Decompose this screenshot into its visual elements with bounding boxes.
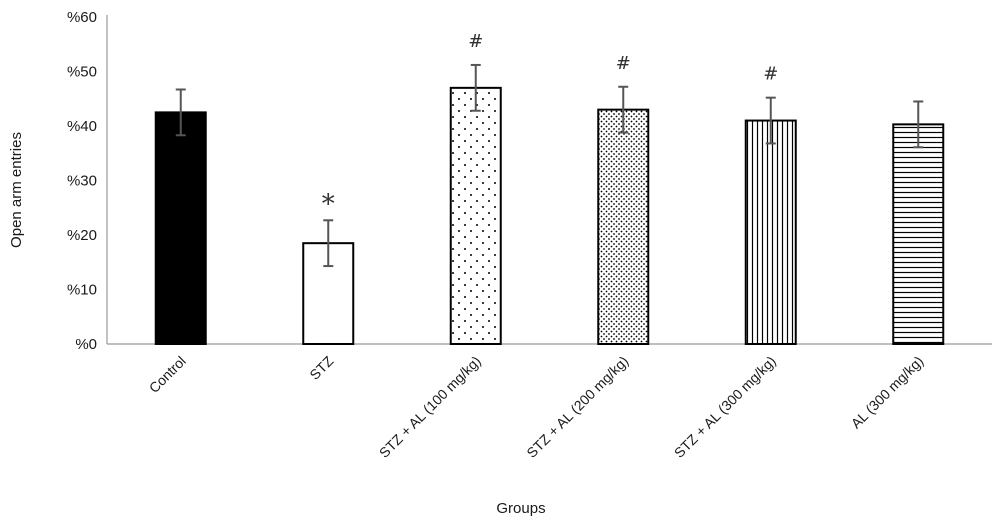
y-tick-label: %50 — [67, 64, 97, 81]
y-tick-label: %30 — [67, 173, 97, 190]
error-bar — [470, 63, 481, 112]
bar-stz-al-100-mg-kg — [449, 86, 502, 345]
error-bar — [765, 96, 776, 145]
y-tick-label: %0 — [75, 336, 97, 353]
significance-mark: # — [616, 53, 631, 74]
significance-mark: * — [322, 189, 335, 219]
category-label: Control — [146, 353, 189, 396]
y-tick-label: %40 — [67, 118, 97, 135]
axes — [106, 15, 992, 345]
category-label: STZ + AL (300 mg/kg) — [671, 353, 779, 461]
error-bars — [175, 63, 924, 268]
bar-al-300-mg-kg — [892, 123, 945, 345]
y-tick-label: %10 — [67, 282, 97, 299]
bars — [154, 86, 945, 346]
bar-stz-al-200-mg-kg — [597, 108, 650, 346]
category-label: STZ — [306, 352, 336, 382]
error-bar — [323, 219, 334, 268]
y-tick-label: %20 — [67, 227, 97, 244]
category-label: STZ + AL (100 mg/kg) — [376, 353, 484, 461]
category-label: AL (300 mg/kg) — [848, 353, 927, 432]
bar-stz-al-300-mg-kg — [744, 119, 797, 345]
error-bar — [913, 100, 924, 149]
significance-mark: # — [468, 31, 483, 52]
significance-mark: # — [763, 64, 778, 85]
significance-marks: * # # # — [322, 31, 779, 219]
y-axis-title: Open arm entries — [8, 132, 25, 248]
category-label: STZ + AL (200 mg/kg) — [523, 353, 631, 461]
error-bar — [175, 88, 186, 137]
bar-control — [154, 111, 207, 345]
error-bar — [618, 85, 629, 134]
x-axis-title: Groups — [496, 500, 545, 517]
category-labels: Control STZ STZ + AL (100 mg/kg) STZ + AL (… — [146, 352, 927, 460]
y-tick-labels: %0 %10 %20 %30 %40 %50 %60 — [67, 9, 97, 353]
y-tick-label: %60 — [67, 9, 97, 26]
